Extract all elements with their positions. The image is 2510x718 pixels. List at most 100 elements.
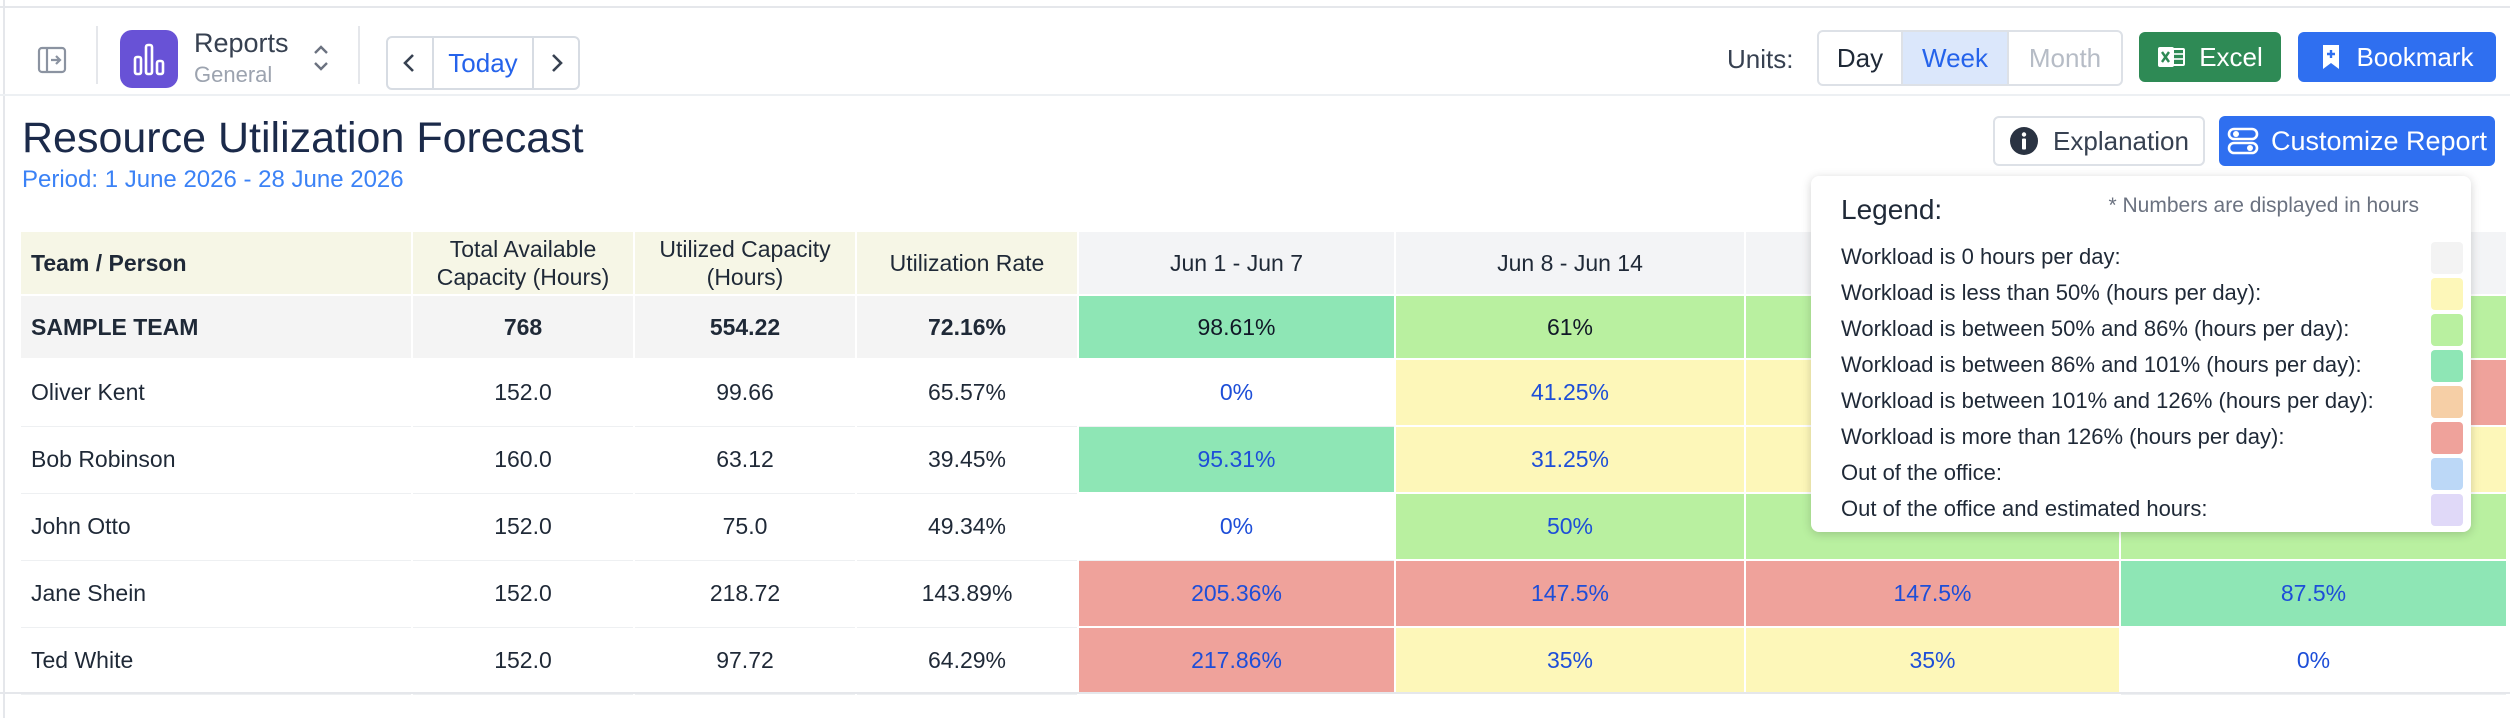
- legend-popover: Legend: * Numbers are displayed in hours…: [1811, 176, 2471, 532]
- legend-swatch-out-of-office: [2431, 458, 2463, 490]
- person-utilized: 63.12: [634, 426, 857, 494]
- legend-item-label: Out of the office and estimated hours:: [1841, 496, 2208, 521]
- toolbar: Reports General Today Units: Day Week Mo…: [0, 8, 2510, 96]
- header-utilized-capacity: Utilized Capacity (Hours): [634, 232, 857, 296]
- bookmark-icon: [2323, 45, 2340, 69]
- top-border: [0, 0, 2510, 8]
- person-total: 152.0: [412, 359, 635, 427]
- person-total: 152.0: [412, 493, 635, 561]
- explanation-button[interactable]: Explanation: [1993, 116, 2205, 166]
- header-week-1: Jun 1 - Jun 7: [1078, 232, 1396, 296]
- week-cell: 0%: [1078, 359, 1396, 427]
- person-name[interactable]: Jane Shein: [21, 560, 413, 628]
- legend-swatch-50to86: [2431, 314, 2463, 346]
- divider: [96, 26, 98, 84]
- excel-export-button[interactable]: Excel: [2139, 32, 2281, 82]
- week-cell: 95.31%: [1078, 426, 1396, 494]
- app-subtitle: General: [194, 62, 273, 87]
- team-total: 768: [412, 295, 635, 360]
- legend-item-label: Workload is 0 hours per day:: [1841, 244, 2121, 269]
- info-icon: [2010, 127, 2039, 155]
- customize-report-button[interactable]: Customize Report: [2219, 116, 2495, 166]
- person-rate: 143.89%: [856, 560, 1079, 628]
- excel-icon: [2158, 47, 2186, 67]
- header-total-capacity: Total Available Capacity (Hours): [412, 232, 635, 296]
- person-rate: 49.34%: [856, 493, 1079, 561]
- week-cell: 0%: [2120, 627, 2508, 695]
- team-name[interactable]: SAMPLE TEAM: [21, 295, 413, 360]
- legend-swatch-zero: [2431, 242, 2463, 274]
- week-cell: 50%: [1395, 493, 1746, 561]
- header-week-2: Jun 8 - Jun 14: [1395, 232, 1746, 296]
- person-name[interactable]: Ted White: [21, 627, 413, 695]
- excel-label: Excel: [2199, 41, 2263, 72]
- unit-day-button[interactable]: Day: [1819, 32, 1903, 84]
- app-title[interactable]: Reports: [194, 28, 289, 58]
- person-total: 160.0: [412, 426, 635, 494]
- team-week-1: 98.61%: [1078, 295, 1396, 360]
- team-rate: 72.16%: [856, 295, 1079, 360]
- table-row[interactable]: Jane Shein 152.0 218.72 143.89% 205.36% …: [21, 560, 2508, 628]
- reports-app-icon[interactable]: [120, 30, 178, 88]
- person-total: 152.0: [412, 627, 635, 695]
- divider: [358, 26, 360, 84]
- bookmark-label: Bookmark: [2356, 41, 2474, 72]
- week-cell: 31.25%: [1395, 426, 1746, 494]
- sidebar-toggle-icon[interactable]: [26, 28, 78, 92]
- header-team-person: Team / Person: [21, 232, 413, 296]
- legend-item-label: Workload is less than 50% (hours per day…: [1841, 280, 2262, 305]
- legend-item-label: Out of the office:: [1841, 460, 2003, 485]
- legend-swatch-over126: [2431, 422, 2463, 454]
- customize-label: Customize Report: [2270, 125, 2488, 156]
- person-rate: 64.29%: [856, 627, 1079, 695]
- legend-item-label: Workload is between 101% and 126% (hours…: [1841, 388, 2374, 413]
- person-rate: 39.45%: [856, 426, 1079, 494]
- week-cell: 35%: [1395, 627, 1746, 695]
- team-utilized: 554.22: [634, 295, 857, 360]
- person-name[interactable]: Oliver Kent: [21, 359, 413, 427]
- person-name[interactable]: Bob Robinson: [21, 426, 413, 494]
- table-row[interactable]: Ted White 152.0 97.72 64.29% 217.86% 35%…: [21, 627, 2508, 695]
- sliders-icon: [2227, 127, 2259, 155]
- chevron-right-icon[interactable]: [534, 38, 578, 88]
- unit-month-button[interactable]: Month: [2028, 42, 2102, 73]
- chevron-up-down-icon[interactable]: [306, 38, 336, 78]
- legend-item-label: Workload is more than 126% (hours per da…: [1841, 424, 2285, 449]
- week-cell: 217.86%: [1078, 627, 1396, 695]
- chevron-left-icon[interactable]: [388, 38, 432, 88]
- legend-swatch-86to101: [2431, 350, 2463, 382]
- bookmark-button[interactable]: Bookmark: [2298, 32, 2496, 82]
- person-utilized: 97.72: [634, 627, 857, 695]
- date-navigation: Today: [386, 36, 580, 90]
- week-cell: 41.25%: [1395, 359, 1746, 427]
- page-title: Resource Utilization Forecast: [22, 114, 584, 162]
- bar-chart-icon: [133, 43, 165, 76]
- unit-week-button[interactable]: Week: [1903, 32, 2009, 84]
- explanation-label: Explanation: [2053, 125, 2189, 156]
- units-label: Units:: [1727, 44, 1794, 74]
- team-week-2: 61%: [1395, 295, 1746, 360]
- person-name[interactable]: John Otto: [21, 493, 413, 561]
- person-total: 152.0: [412, 560, 635, 628]
- report-period: Period: 1 June 2026 - 28 June 2026: [22, 166, 404, 193]
- legend-title: Legend:: [1841, 194, 1943, 225]
- week-cell: 147.5%: [1395, 560, 1746, 628]
- legend-swatch-out-of-office-estimated: [2431, 494, 2463, 526]
- legend-note: * Numbers are displayed in hours: [2108, 194, 2420, 217]
- person-utilized: 99.66: [634, 359, 857, 427]
- legend-swatch-under50: [2431, 278, 2463, 310]
- today-button[interactable]: Today: [432, 38, 534, 88]
- person-utilized: 218.72: [634, 560, 857, 628]
- legend-item-label: Workload is between 50% and 86% (hours p…: [1841, 316, 2350, 341]
- table-bottom-border: [0, 692, 2510, 694]
- week-cell: 0%: [1078, 493, 1396, 561]
- week-cell: 87.5%: [2120, 560, 2508, 628]
- legend-item-label: Workload is between 86% and 101% (hours …: [1841, 352, 2362, 377]
- units-toggle: Day Week Month: [1817, 30, 2123, 86]
- person-utilized: 75.0: [634, 493, 857, 561]
- week-cell: 35%: [1745, 627, 2121, 695]
- header-utilization-rate: Utilization Rate: [856, 232, 1079, 296]
- left-border: [3, 0, 5, 718]
- person-rate: 65.57%: [856, 359, 1079, 427]
- legend-swatch-101to126: [2431, 386, 2463, 418]
